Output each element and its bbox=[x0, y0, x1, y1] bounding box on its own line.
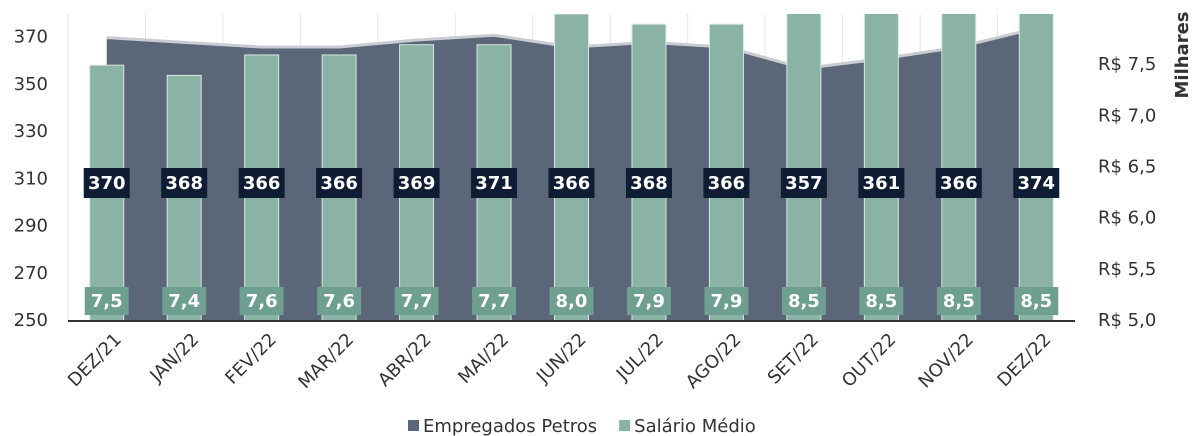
y-tick-label: 290 bbox=[14, 216, 48, 237]
y2-tick-label: R$ 7,5 bbox=[1098, 54, 1156, 75]
y2-tick-label: R$ 5,5 bbox=[1098, 259, 1156, 280]
data-label: 368 bbox=[165, 173, 203, 194]
data-label-box bbox=[1013, 168, 1060, 198]
data-label-box bbox=[626, 287, 671, 315]
data-label-box bbox=[161, 168, 208, 198]
x-tick-label: JUL/22 bbox=[612, 329, 668, 385]
y2-tick-label: R$ 5,0 bbox=[1098, 310, 1156, 331]
data-label-box bbox=[703, 168, 750, 198]
data-label: 361 bbox=[863, 173, 901, 194]
data-label: 8,5 bbox=[943, 291, 975, 312]
data-label: 357 bbox=[785, 173, 823, 194]
data-label: 369 bbox=[398, 173, 436, 194]
data-label-box bbox=[858, 168, 905, 198]
legend-swatch bbox=[408, 420, 419, 431]
data-label: 366 bbox=[940, 173, 978, 194]
legend-swatch bbox=[619, 420, 631, 431]
bar bbox=[786, 14, 822, 321]
data-label-box bbox=[317, 287, 362, 315]
data-label: 7,5 bbox=[91, 291, 123, 312]
x-tick-label: NOV/22 bbox=[915, 329, 978, 392]
x-tick-label: MAI/22 bbox=[454, 329, 513, 388]
y-tick-label: 250 bbox=[14, 310, 48, 331]
data-label-box bbox=[548, 168, 595, 198]
y2-tick-label: R$ 7,0 bbox=[1098, 105, 1156, 126]
data-label: 368 bbox=[630, 173, 668, 194]
data-label-box bbox=[859, 287, 904, 315]
y-tick-label: 310 bbox=[14, 168, 48, 189]
data-label: 7,9 bbox=[633, 291, 665, 312]
data-label-box bbox=[393, 168, 440, 198]
data-label: 7,7 bbox=[478, 291, 510, 312]
data-label-box bbox=[549, 287, 594, 315]
data-label: 8,5 bbox=[1020, 291, 1052, 312]
data-label-box bbox=[239, 287, 284, 315]
x-tick-label: FEV/22 bbox=[221, 329, 280, 388]
y2-axis-label: Milhares bbox=[1172, 11, 1193, 98]
x-tick-label: DEZ/22 bbox=[993, 329, 1055, 391]
x-tick-label: MAR/22 bbox=[294, 329, 358, 393]
data-label: 8,5 bbox=[865, 291, 897, 312]
y-tick-label: 270 bbox=[14, 263, 48, 284]
data-label: 366 bbox=[708, 173, 746, 194]
data-label: 374 bbox=[1017, 173, 1055, 194]
data-label-box bbox=[238, 168, 285, 198]
bar bbox=[1018, 14, 1054, 321]
data-label-box bbox=[471, 168, 518, 198]
y2-tick-label: R$ 6,0 bbox=[1098, 208, 1156, 229]
data-label: 7,4 bbox=[168, 291, 200, 312]
data-label: 8,0 bbox=[556, 291, 588, 312]
x-tick-label: AGO/22 bbox=[682, 329, 746, 393]
y2-tick-label: R$ 6,5 bbox=[1098, 157, 1156, 178]
data-label-box bbox=[780, 168, 827, 198]
bar bbox=[863, 14, 899, 321]
bar bbox=[941, 14, 977, 321]
data-label-box bbox=[781, 287, 826, 315]
data-label-box bbox=[162, 287, 207, 315]
data-label-box bbox=[704, 287, 749, 315]
y-tick-label: 330 bbox=[14, 121, 48, 142]
x-tick-label: DEZ/21 bbox=[64, 329, 126, 391]
x-tick-label: SET/22 bbox=[764, 329, 823, 388]
data-label-box bbox=[936, 287, 981, 315]
data-label: 7,6 bbox=[323, 291, 355, 312]
legend-label: Empregados Petros bbox=[423, 416, 597, 436]
data-label-box bbox=[84, 287, 129, 315]
bar bbox=[166, 74, 202, 321]
y-tick-label: 350 bbox=[14, 74, 48, 95]
data-label: 370 bbox=[88, 173, 126, 194]
data-label-box bbox=[394, 287, 439, 315]
data-label: 7,7 bbox=[401, 291, 433, 312]
bar bbox=[554, 14, 589, 321]
data-label: 8,5 bbox=[788, 291, 820, 312]
data-label-box bbox=[316, 168, 363, 198]
data-label: 366 bbox=[243, 173, 281, 194]
data-label-box bbox=[1014, 287, 1059, 315]
x-tick-label: JUN/22 bbox=[532, 329, 591, 388]
data-label: 371 bbox=[475, 173, 513, 194]
data-label-box bbox=[625, 168, 672, 198]
x-tick-label: JAN/22 bbox=[145, 329, 203, 387]
data-label-box bbox=[472, 287, 517, 315]
data-label-box bbox=[935, 168, 982, 198]
data-label: 7,9 bbox=[710, 291, 742, 312]
data-label: 7,6 bbox=[246, 291, 278, 312]
x-tick-label: OUT/22 bbox=[838, 329, 900, 391]
data-label-box bbox=[83, 168, 130, 198]
x-tick-label: ABR/22 bbox=[374, 329, 436, 391]
legend-label: Salário Médio bbox=[634, 416, 756, 436]
y-tick-label: 370 bbox=[14, 27, 48, 48]
data-label: 366 bbox=[320, 173, 358, 194]
data-label: 366 bbox=[553, 173, 591, 194]
